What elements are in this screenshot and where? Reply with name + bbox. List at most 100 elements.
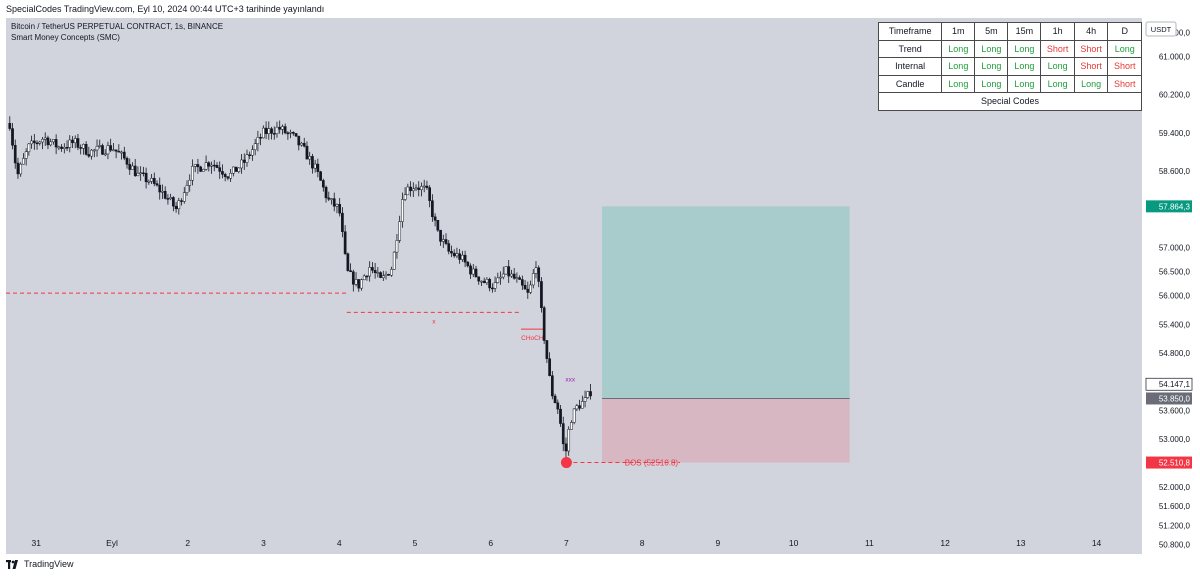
candle-body	[234, 166, 238, 172]
candle-body	[57, 146, 61, 149]
level-label: CHoCH	[521, 335, 544, 342]
candle-body	[545, 340, 549, 359]
candle-body	[504, 266, 508, 275]
candle-body	[343, 231, 347, 254]
candle-body	[354, 279, 358, 285]
candle-body	[330, 198, 333, 200]
signal-cell: Short	[1073, 39, 1109, 58]
currency-button[interactable]	[1145, 21, 1177, 37]
candle-body	[264, 127, 268, 134]
table-row-label: Candle	[877, 74, 943, 93]
signal-cell: Short	[1040, 39, 1075, 58]
candle-body	[199, 166, 202, 172]
candle-body	[477, 276, 481, 282]
x-tick-label: 31	[32, 538, 42, 548]
candle-body	[548, 358, 551, 376]
x-tick-label: Eyl	[106, 538, 118, 548]
candle-body	[316, 163, 320, 172]
candle-body	[474, 268, 478, 278]
price-badge-label: 54.147,1	[1159, 380, 1191, 389]
candle-body	[212, 164, 216, 167]
candle-body	[346, 253, 350, 271]
candle-body	[387, 273, 391, 276]
candle-body	[360, 279, 363, 289]
candle-body	[112, 149, 115, 152]
candle-body	[324, 186, 328, 199]
candle-body	[406, 186, 410, 196]
y-tick-label: 54.800,0	[1159, 349, 1191, 358]
candle-body	[368, 267, 372, 277]
candle-body	[488, 278, 491, 289]
candle-body	[507, 266, 511, 277]
candle-body	[191, 166, 194, 181]
candle-body	[65, 147, 69, 149]
candle-body	[210, 164, 213, 167]
candle-body	[117, 150, 121, 153]
candle-body	[253, 143, 257, 150]
chart-area[interactable]: x CHoCH BOS (52510.8) xxx 31 Eyl 2 3 4 5 6 7 8 9 10 1…	[6, 18, 1142, 554]
price-axis-scale[interactable]: 61.500,061.000,060.200,059.400,058.600,0…	[1142, 18, 1194, 554]
candle-body	[229, 172, 232, 179]
candle-body	[485, 278, 489, 283]
candle-body	[76, 138, 80, 148]
candle-body	[128, 164, 132, 170]
signal-cell: Long	[1007, 39, 1042, 58]
candle-body	[174, 205, 178, 210]
candle-body	[401, 199, 404, 222]
candle-body	[341, 212, 344, 232]
candle-body	[567, 429, 571, 452]
candle-body	[469, 265, 472, 275]
candle-body	[335, 204, 339, 207]
candle-body	[62, 147, 66, 149]
candle-body	[188, 179, 192, 186]
candle-body	[294, 133, 298, 137]
x-tick-label: 11	[865, 538, 874, 548]
candle-body	[54, 139, 58, 148]
candle-body	[215, 165, 219, 168]
candle-body	[540, 281, 543, 308]
price-axis[interactable]: 61.500,061.000,060.200,059.400,058.600,0…	[1142, 18, 1194, 554]
candle-body	[542, 307, 546, 341]
candle-body	[270, 128, 273, 134]
bos-point-marker	[560, 457, 572, 469]
tradingview-logo[interactable]: TradingView	[6, 559, 74, 569]
candle-body	[534, 267, 538, 274]
price-badge	[1146, 456, 1192, 469]
price-chart[interactable]: x CHoCH BOS (52510.8) xxx 31 Eyl 2 3 4 5 6 7 8 9 10 1…	[6, 18, 1142, 554]
candle-body	[564, 443, 568, 452]
candle-body	[482, 280, 486, 283]
candle-body	[103, 153, 107, 156]
x-tick-label: 6	[488, 538, 493, 548]
candle-body	[526, 288, 530, 293]
candle-body	[24, 151, 28, 159]
signal-cell: Long	[941, 74, 976, 93]
y-tick-label: 55.400,0	[1159, 320, 1191, 329]
candle-body	[242, 159, 246, 163]
candle-body	[169, 197, 172, 199]
x-tick-label: 4	[337, 538, 342, 548]
candle-body	[313, 163, 317, 169]
y-tick-label: 50.800,0	[1159, 540, 1191, 549]
candle-body	[150, 177, 153, 182]
signal-cell: Long	[974, 39, 1009, 58]
y-tick-label: 59.400,0	[1159, 129, 1191, 138]
candle-body	[16, 162, 20, 175]
candle-body	[43, 137, 47, 140]
table-header-cell: 15m	[1007, 22, 1042, 41]
loss-zone	[602, 398, 850, 463]
candle-body	[196, 164, 200, 168]
candle-body	[444, 239, 448, 244]
candle-body	[237, 167, 241, 172]
candle-body	[32, 140, 36, 144]
candle-body	[319, 171, 322, 181]
signal-cell: Long	[1040, 57, 1075, 76]
candle-body	[218, 167, 222, 172]
price-badge	[1145, 377, 1193, 391]
candle-body	[155, 183, 159, 186]
y-tick-label: 53.000,0	[1159, 435, 1191, 444]
candle-body	[256, 137, 260, 145]
candle-body	[403, 194, 407, 200]
candle-body	[499, 276, 502, 279]
candle-body	[561, 423, 565, 445]
y-tick-label: 58.600,0	[1159, 167, 1191, 176]
